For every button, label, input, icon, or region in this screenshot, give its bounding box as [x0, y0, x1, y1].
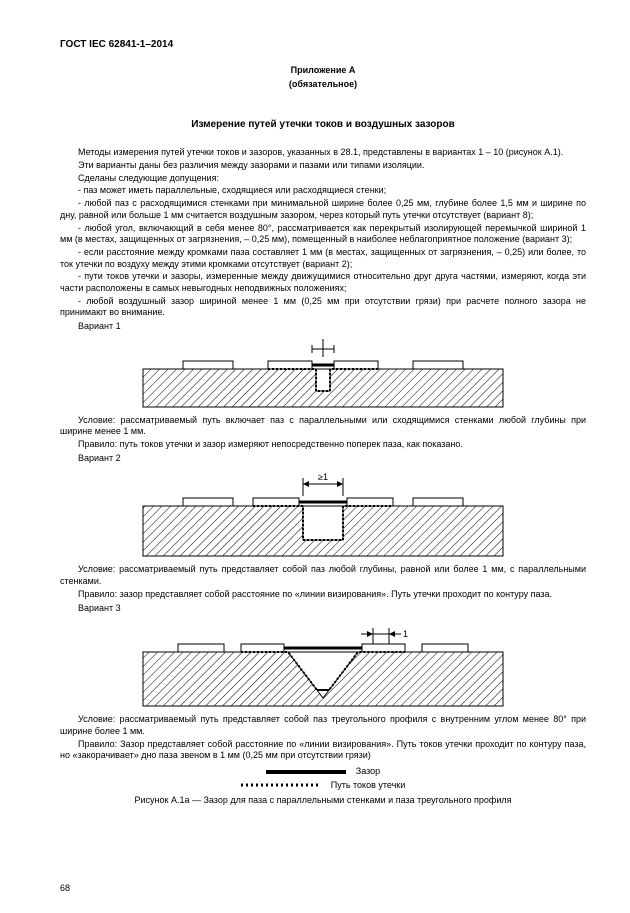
variant-2-condition: Условие: рассматриваемый путь представля…	[60, 564, 586, 587]
variant-2-label: Вариант 2	[60, 453, 586, 465]
bullet-4: - если расстояние между кромками паза со…	[60, 247, 586, 270]
annex-label: Приложение А	[60, 65, 586, 77]
intro-para: Методы измерения путей утечки токов и за…	[60, 147, 586, 159]
dim-label-v2: ≥1	[318, 472, 328, 482]
variant-3-rule: Правило: Зазор представляет собой рассто…	[60, 739, 586, 762]
page-title: Измерение путей утечки токов и воздушных…	[60, 118, 586, 131]
bullet-2: - любой паз с расходящимися стенками при…	[60, 198, 586, 221]
annex-req: (обязательное)	[60, 79, 586, 91]
variant-1-condition: Условие: рассматриваемый путь включает п…	[60, 415, 586, 438]
legend-swatch-creepage	[241, 781, 321, 789]
document-id: ГОСТ IEC 62841-1–2014	[60, 38, 586, 51]
legend-label-creepage: Путь токов утечки	[331, 780, 406, 792]
bullet-6: - любой воздушный зазор шириной менее 1 …	[60, 296, 586, 319]
dim-label-v3: 1	[403, 629, 408, 639]
variant-1-label: Вариант 1	[60, 321, 586, 333]
legend: Зазор Путь токов утечки	[60, 766, 586, 791]
bullet-3: - любой угол, включающий в себя менее 80…	[60, 223, 586, 246]
figure-variant-3: 1	[113, 620, 533, 708]
bullet-5: - пути токов утечки и зазоры, измеренные…	[60, 271, 586, 294]
assumptions-label: Сделаны следующие допущения:	[60, 173, 586, 185]
page-number: 68	[60, 883, 70, 895]
variant-2-rule: Правило: зазор представляет собой рассто…	[60, 589, 586, 601]
variant-1-rule: Правило: путь токов утечки и зазор измер…	[60, 439, 586, 451]
figure-variant-2: ≥1	[113, 470, 533, 558]
variant-3-label: Вариант 3	[60, 603, 586, 615]
intro-para-2: Эти варианты даны без различия между заз…	[60, 160, 586, 172]
bullet-1: - паз может иметь параллельные, сходящие…	[60, 185, 586, 197]
legend-swatch-clearance	[266, 768, 346, 776]
figure-variant-1	[113, 339, 533, 409]
variant-3-condition: Условие: рассматриваемый путь представля…	[60, 714, 586, 737]
figure-caption: Рисунок А.1а — Зазор для паза с параллел…	[60, 795, 586, 807]
legend-label-clearance: Зазор	[356, 766, 380, 778]
